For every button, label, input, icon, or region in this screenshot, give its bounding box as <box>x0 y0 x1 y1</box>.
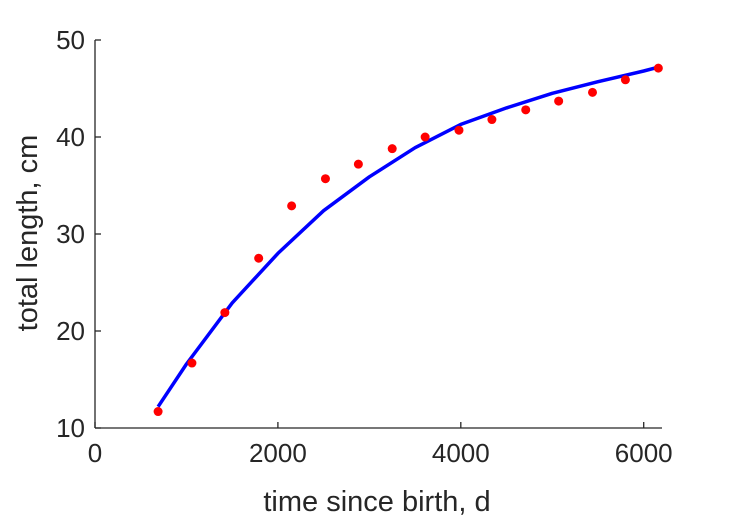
data-point <box>587 87 597 97</box>
y-tick-label: 50 <box>56 25 85 55</box>
y-tick-label: 30 <box>56 219 85 249</box>
data-point <box>653 63 663 73</box>
data-point <box>353 159 363 169</box>
data-point <box>620 75 630 85</box>
data-point <box>320 174 330 184</box>
fit-line-layer <box>156 65 659 408</box>
data-point <box>521 105 531 115</box>
data-point <box>387 144 397 154</box>
x-tick-label: 2000 <box>249 438 307 468</box>
ticks: 0 2000 4000 6000 10 20 30 40 50 <box>56 25 673 468</box>
data-points-layer <box>153 63 663 417</box>
data-point <box>287 201 297 211</box>
fit-curve <box>156 65 659 408</box>
data-point <box>187 358 197 368</box>
data-point <box>554 96 564 106</box>
data-point <box>153 407 163 417</box>
x-tick-label: 0 <box>88 438 102 468</box>
y-tick-label: 20 <box>56 316 85 346</box>
y-axis-label: total length, cm <box>12 135 44 332</box>
x-tick-label: 4000 <box>432 438 490 468</box>
x-tick-label: 6000 <box>615 438 673 468</box>
y-tick-label: 40 <box>56 122 85 152</box>
data-point <box>254 253 264 263</box>
data-point <box>420 132 430 142</box>
x-axis-label: time since birth, d <box>263 486 490 518</box>
y-tick-label: 10 <box>56 413 85 443</box>
data-point <box>220 308 230 318</box>
data-point <box>454 125 464 135</box>
axes <box>94 40 662 429</box>
data-point <box>487 115 497 125</box>
